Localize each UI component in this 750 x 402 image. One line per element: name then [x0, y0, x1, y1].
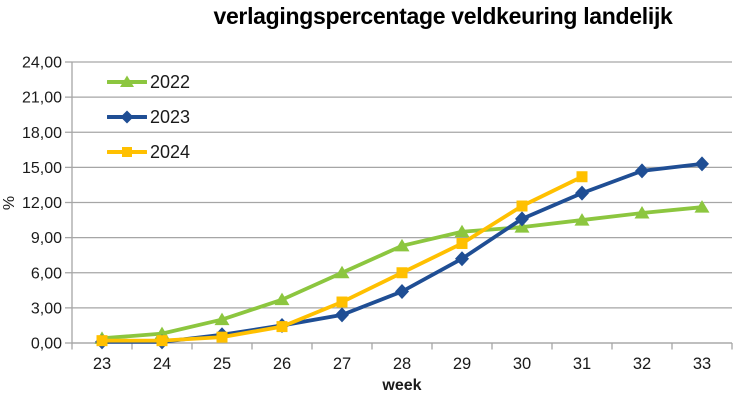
legend-label: 2022 — [150, 72, 191, 92]
y-tick-label: 24,00 — [22, 55, 62, 72]
legend-entry-2022: 2022 — [107, 72, 190, 92]
legend-square-icon — [107, 147, 147, 157]
legend-label: 2024 — [150, 142, 191, 162]
y-tick-label: 15,00 — [22, 160, 62, 177]
series-2024-marker — [336, 296, 348, 308]
x-tick-label: 33 — [693, 355, 711, 373]
series-2022-marker — [274, 292, 290, 306]
x-tick-label: 27 — [333, 355, 351, 373]
y-tick-label: 9,00 — [31, 230, 62, 247]
series-2022-marker — [334, 265, 350, 279]
series-2022-marker — [694, 200, 710, 213]
x-tick-label: 29 — [453, 355, 471, 373]
series-2023-marker — [395, 283, 409, 299]
x-tick-label: 24 — [153, 355, 171, 373]
x-tick-label: 32 — [633, 355, 651, 373]
y-tick-label: 3,00 — [31, 300, 62, 317]
legend-entry-2023: 2023 — [107, 107, 190, 127]
x-tick-label: 23 — [93, 355, 111, 373]
series-2024-marker — [516, 200, 528, 212]
chart-title: verlagingspercentage veldkeuring landeli… — [213, 3, 673, 29]
x-tick-label: 25 — [213, 355, 231, 373]
series-2022-marker — [454, 224, 470, 238]
x-tick-label: 26 — [273, 355, 291, 373]
series-2024-marker — [276, 321, 288, 333]
series-2023-marker — [335, 307, 349, 323]
series-2022-marker — [214, 312, 230, 326]
x-tick-label: 28 — [393, 355, 411, 373]
series-2024-marker — [96, 335, 108, 347]
series-2023-line — [100, 161, 704, 344]
series-2023-marker — [635, 163, 649, 179]
series-2023-marker — [575, 185, 589, 201]
series-2024-marker — [216, 331, 228, 343]
y-axis-title: % — [1, 195, 18, 211]
series-2023-marker — [515, 211, 529, 227]
series-2022-marker — [634, 206, 650, 219]
y-tick-label: 0,00 — [31, 336, 62, 353]
legend-triangle-icon — [107, 75, 147, 87]
legend-diamond-icon — [107, 110, 147, 124]
y-tick-label: 18,00 — [22, 125, 62, 142]
series-2024-marker — [156, 335, 168, 347]
legend-label: 2023 — [150, 107, 191, 127]
series-2022-marker — [394, 238, 410, 252]
x-tick-label: 30 — [513, 355, 531, 373]
y-tick-label: 21,00 — [22, 90, 62, 107]
series-2024-marker — [396, 267, 408, 279]
y-tick-label: 12,00 — [22, 195, 62, 212]
series-2024-marker — [456, 237, 468, 249]
series-2022-marker — [574, 213, 590, 226]
legend-entry-2024: 2024 — [107, 142, 190, 162]
series-2024-marker — [576, 171, 588, 183]
series-2023-marker — [455, 251, 469, 267]
y-tick-label: 6,00 — [31, 265, 62, 282]
series-2023-marker — [695, 156, 709, 172]
x-axis-title: week — [382, 377, 422, 394]
x-tick-label: 31 — [573, 355, 591, 373]
legend: 2022 2023 2024 — [107, 72, 190, 177]
